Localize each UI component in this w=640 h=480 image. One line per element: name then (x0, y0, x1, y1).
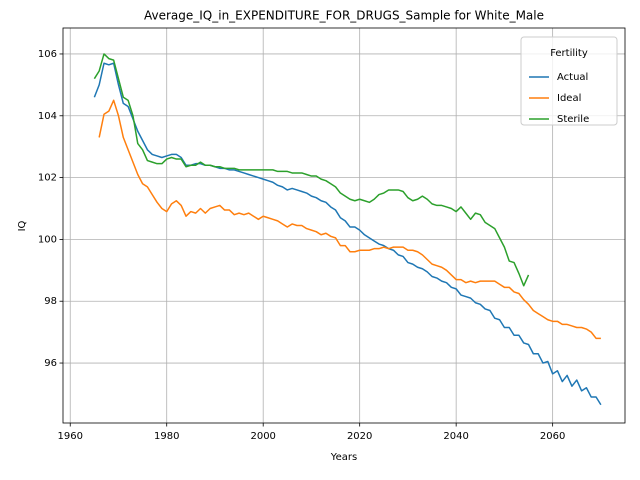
legend-box (520, 36, 618, 126)
chart-title: Average_IQ_in_EXPENDITURE_FOR_DRUGS_Samp… (144, 9, 544, 23)
y-tick-label: 98 (44, 296, 57, 307)
y-tick-label: 104 (38, 111, 57, 122)
series-line (93, 53, 530, 287)
x-tick-label: 2020 (347, 431, 372, 442)
y-tick-label: 106 (38, 49, 57, 60)
y-tick-label: 96 (44, 358, 57, 369)
y-axis-label: IQ (17, 220, 28, 231)
x-tick-label: 2060 (540, 431, 565, 442)
y-tick-label: 102 (38, 173, 57, 184)
plot-frame (62, 27, 626, 424)
legend-title: Fertility (550, 48, 588, 59)
y-tick-label: 100 (38, 234, 57, 245)
legend: Fertility Actual Ideal Sterile (520, 36, 618, 126)
x-tick-label: 1960 (58, 431, 83, 442)
x-tick-label: 2000 (250, 431, 275, 442)
legend-label: Sterile (557, 114, 589, 125)
legend-label: Ideal (557, 93, 581, 104)
x-axis-label: Years (330, 452, 357, 463)
legend-label: Actual (557, 72, 588, 83)
x-tick-label: 1980 (154, 431, 179, 442)
series-line (93, 62, 602, 406)
series-line (98, 99, 601, 340)
x-tick-label: 2040 (443, 431, 468, 442)
